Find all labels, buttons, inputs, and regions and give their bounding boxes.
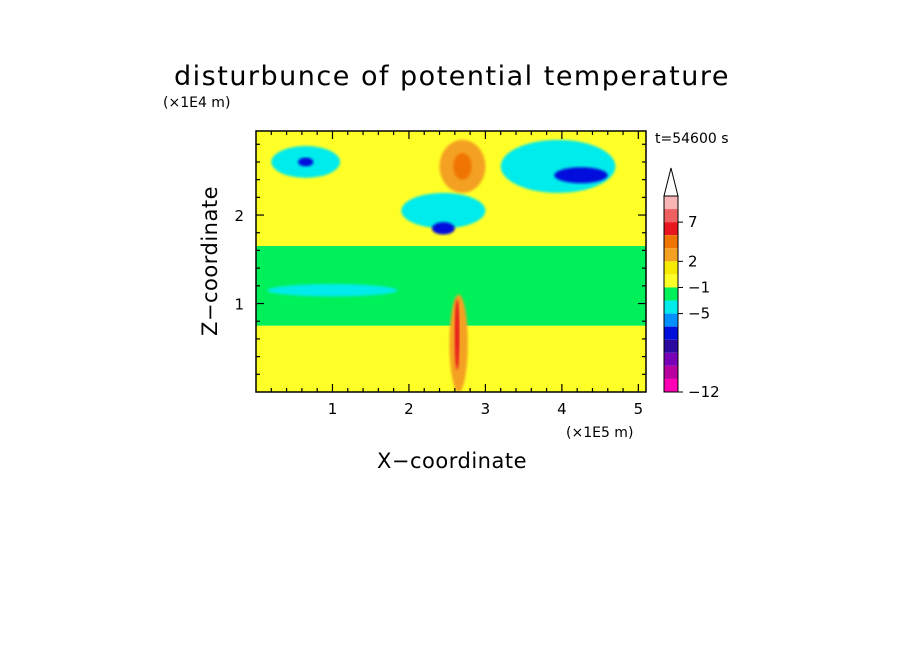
field-blob-9	[500, 139, 616, 193]
colorbar-swatch	[664, 339, 678, 353]
y-tick-label: 1	[234, 296, 244, 314]
colorbar-swatch	[664, 274, 678, 288]
field-blob-6	[453, 153, 472, 180]
colorbar-frame	[663, 195, 679, 393]
colorbar-swatch	[664, 352, 678, 366]
field-blob-11	[267, 284, 398, 297]
chart-title: disturbunce of potential temperature	[174, 61, 730, 92]
field-blob-8	[431, 222, 455, 235]
colorbar-swatch	[664, 326, 678, 340]
x-tick-label: 2	[404, 400, 414, 418]
colorbar-swatch	[664, 313, 678, 327]
plot-area	[256, 131, 646, 392]
x-tick-label: 5	[634, 400, 644, 418]
colorbar-label: −12	[688, 383, 720, 401]
x-tick-label: 1	[328, 400, 338, 418]
field-blob-4	[298, 157, 314, 167]
time-label: t=54600 s	[655, 131, 729, 147]
colorbar-swatch	[664, 209, 678, 223]
field-blob-13	[454, 299, 460, 370]
colorbar-swatch	[664, 248, 678, 262]
y-tick-label: 2	[234, 207, 244, 225]
colorbar-label: 2	[688, 252, 698, 270]
colorbar-extend-arrow	[663, 167, 679, 197]
colorbar-swatch	[664, 235, 678, 249]
colorbar-swatch	[664, 196, 678, 210]
colorbar-swatch	[664, 261, 678, 275]
colorbar-swatch	[664, 365, 678, 379]
field-blob-7	[401, 192, 486, 229]
x-tick-label: 4	[557, 400, 567, 418]
colorbar-label: −1	[688, 278, 710, 296]
colorbar-label: 7	[688, 213, 698, 231]
axis-ticks: 1 2 3 4 5 1 2	[234, 131, 646, 418]
plot-frame	[255, 130, 647, 393]
x-scale-label: (×1E5 m)	[566, 425, 633, 441]
colorbar-swatch	[664, 222, 678, 236]
colorbar: 7 2 −1 −5 −12	[663, 167, 720, 401]
x-tick-label: 3	[481, 400, 491, 418]
x-axis-label: X−coordinate	[377, 449, 527, 473]
y-axis-label: Z−coordinate	[198, 186, 222, 336]
colorbar-swatch	[664, 287, 678, 301]
colorbar-label: −5	[688, 305, 710, 323]
colorbar-swatch	[664, 300, 678, 314]
field-blob-10	[554, 167, 608, 184]
y-scale-label: (×1E4 m)	[163, 95, 230, 111]
colorbar-swatch	[664, 378, 678, 392]
